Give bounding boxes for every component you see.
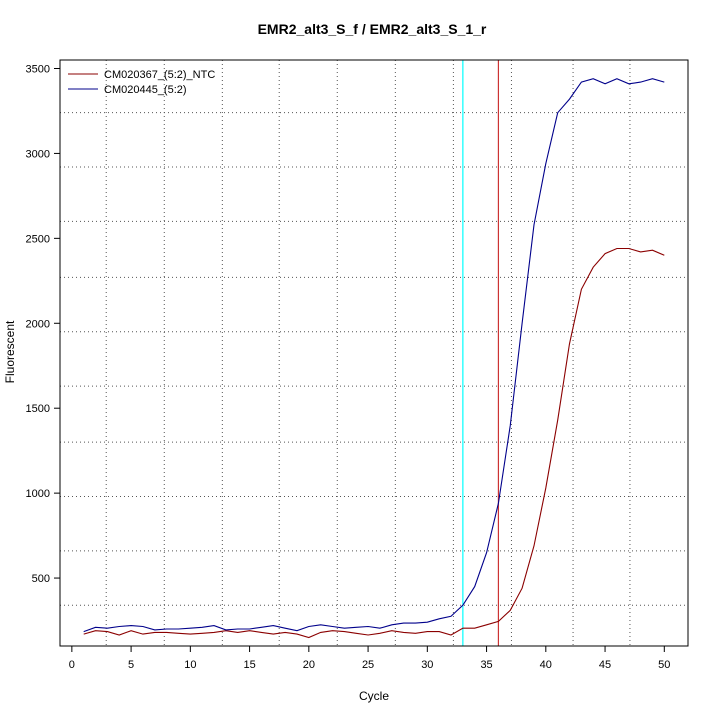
series-line bbox=[83, 247, 665, 639]
series-line bbox=[83, 78, 665, 633]
x-tick-label: 20 bbox=[303, 659, 315, 671]
x-tick-label: 35 bbox=[480, 659, 492, 671]
x-tick-label: 0 bbox=[69, 659, 75, 671]
legend: CM020367_(5:2)_NTC CM020445_(5:2) bbox=[68, 69, 215, 96]
y-axis-label: Fluorescent bbox=[3, 320, 17, 383]
x-tick-label: 25 bbox=[362, 659, 374, 671]
x-tick-label: 10 bbox=[184, 659, 196, 671]
x-tick-label: 45 bbox=[599, 659, 611, 671]
x-tick-label: 40 bbox=[540, 659, 552, 671]
y-tick-label: 1000 bbox=[26, 488, 50, 500]
y-tick-label: 3000 bbox=[26, 148, 50, 160]
legend-label: CM020445_(5:2) bbox=[104, 84, 187, 96]
x-tick-label: 15 bbox=[243, 659, 255, 671]
y-tick-label: 1500 bbox=[26, 403, 50, 415]
y-tick-label: 2000 bbox=[26, 318, 50, 330]
y-tick-label: 3500 bbox=[26, 63, 50, 75]
series-group bbox=[83, 78, 665, 639]
x-tick-label: 30 bbox=[421, 659, 433, 671]
chart-title: EMR2_alt3_S_f / EMR2_alt3_S_1_r bbox=[258, 21, 487, 37]
x-axis-label: Cycle bbox=[359, 689, 389, 703]
axes: 0 5 10 15 20 25 30 35 40 45 50 500 1000 1500 2000 2500 3… bbox=[26, 63, 671, 671]
grid bbox=[60, 60, 688, 646]
x-tick-label: 5 bbox=[128, 659, 134, 671]
x-tick-label: 50 bbox=[658, 659, 670, 671]
y-tick-label: 2500 bbox=[26, 233, 50, 245]
y-tick-label: 500 bbox=[32, 573, 50, 585]
reference-lines bbox=[462, 60, 500, 646]
legend-label: CM020367_(5:2)_NTC bbox=[104, 69, 215, 81]
